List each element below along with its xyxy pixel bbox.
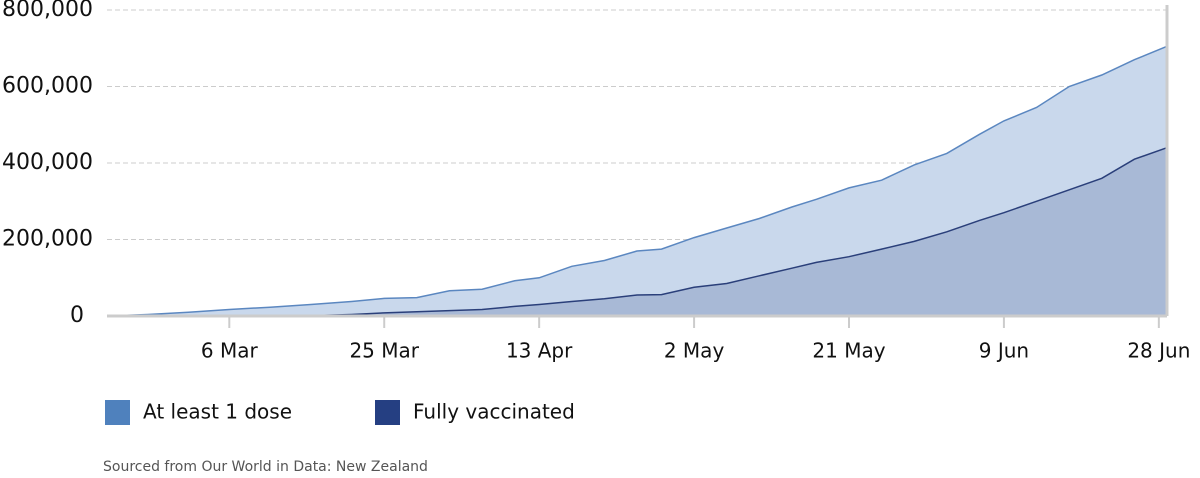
legend-swatch [375,400,400,425]
legend-label: Fully vaccinated [413,400,575,424]
y-tick-label: 0 [70,303,84,328]
x-tick-label: 28 Jun [1127,339,1190,363]
x-tick-label: 25 Mar [349,339,419,363]
y-tick-label: 200,000 [2,227,93,252]
legend-label: At least 1 dose [143,400,292,424]
legend-swatch [105,400,130,425]
x-tick-label: 6 Mar [201,339,259,363]
x-tick-label: 9 Jun [979,339,1029,363]
x-tick-label: 21 May [812,339,885,363]
x-tick-label: 13 Apr [506,339,573,363]
area [107,147,1167,316]
line [106,45,1168,317]
y-tick-label: 400,000 [2,150,93,175]
source-note: Sourced from Our World in Data: New Zeal… [103,459,428,475]
y-tick-label: 600,000 [2,74,93,99]
x-tick-label: 2 May [664,339,725,363]
y-tick-label: 800,000 [2,0,93,22]
